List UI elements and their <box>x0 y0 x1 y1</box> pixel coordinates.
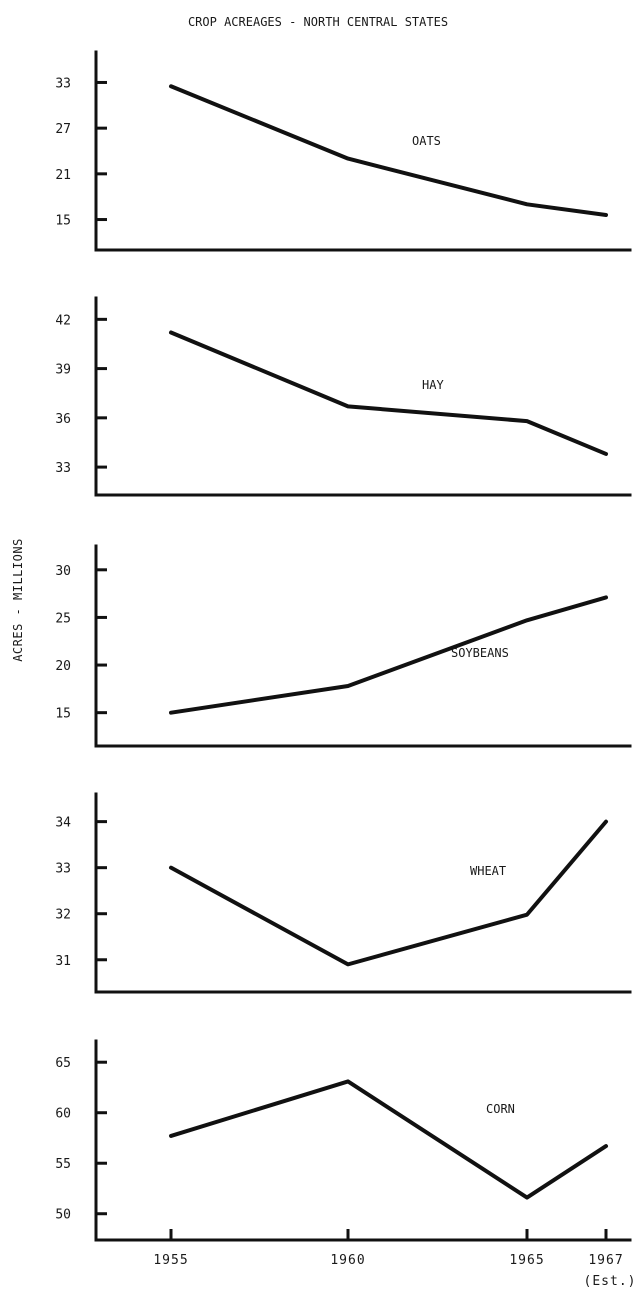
ytick-label-corn: 65 <box>55 1056 71 1071</box>
xtick-label: 1955 <box>153 1253 188 1268</box>
ytick-label-soybeans: 30 <box>55 564 71 579</box>
series-line-oats <box>169 84 608 217</box>
y-axis-label: ACRES - MILLIONS <box>11 538 25 662</box>
ytick-label-corn: 60 <box>55 1107 71 1122</box>
panel-wheat: 31 32 33 34 WHEAT <box>55 792 632 994</box>
xtick-note: (Est.) <box>584 1274 637 1289</box>
ytick-label-corn: 55 <box>55 1157 71 1172</box>
ytick-label-wheat: 34 <box>55 816 71 831</box>
x-axis: 1955 1960 1965 1967 (Est.) <box>153 1229 637 1289</box>
axis-lines-wheat <box>94 792 632 994</box>
ytick-label-corn: 50 <box>55 1208 71 1223</box>
panel-corn: 50 55 60 65 CORN <box>55 1039 632 1242</box>
ytick-label-hay: 42 <box>55 313 71 328</box>
series-label-wheat: WHEAT <box>470 864 506 878</box>
series-label-soybeans: SOYBEANS <box>451 646 509 660</box>
ytick-label-hay: 39 <box>55 363 71 378</box>
series-line-soybeans <box>169 595 608 715</box>
ytick-label-soybeans: 25 <box>55 611 71 626</box>
ytick-label-wheat: 31 <box>55 954 71 969</box>
series-label-corn: CORN <box>486 1102 515 1116</box>
ytick-label-hay: 36 <box>55 412 71 427</box>
panel-hay: 33 36 39 42 HAY <box>55 296 632 497</box>
xtick-label: 1967 <box>588 1253 623 1268</box>
ytick-label-soybeans: 20 <box>55 659 71 674</box>
xtick-label: 1965 <box>509 1253 544 1268</box>
ytick-label-wheat: 32 <box>55 908 71 923</box>
ytick-label-soybeans: 15 <box>55 707 71 722</box>
panel-oats: 15 21 27 33 OATS <box>55 50 632 252</box>
series-line-corn <box>169 1079 608 1200</box>
panel-soybeans: 15 20 25 30 SOYBEANS <box>55 544 632 748</box>
ytick-label-hay: 33 <box>55 461 71 476</box>
axis-lines-oats <box>94 50 632 252</box>
chart-panels: 15 21 27 33 OATS 33 36 39 42 HAY 15 20 25 30 SOYBEANS 3… <box>55 50 632 1242</box>
series-label-oats: OATS <box>412 134 441 148</box>
ytick-label-oats: 27 <box>55 122 71 137</box>
axis-lines-corn <box>94 1039 632 1242</box>
axis-lines-hay <box>94 296 632 497</box>
ytick-label-oats: 15 <box>55 214 71 229</box>
chart-title: CROP ACREAGES - NORTH CENTRAL STATES <box>188 15 448 29</box>
series-line-hay <box>169 330 608 456</box>
axis-lines-soybeans <box>94 544 632 748</box>
ytick-label-oats: 21 <box>55 168 71 183</box>
ytick-label-wheat: 33 <box>55 862 71 877</box>
ytick-label-oats: 33 <box>55 76 71 91</box>
series-line-wheat <box>169 819 608 967</box>
series-label-hay: HAY <box>422 378 444 392</box>
xtick-label: 1960 <box>330 1253 365 1268</box>
